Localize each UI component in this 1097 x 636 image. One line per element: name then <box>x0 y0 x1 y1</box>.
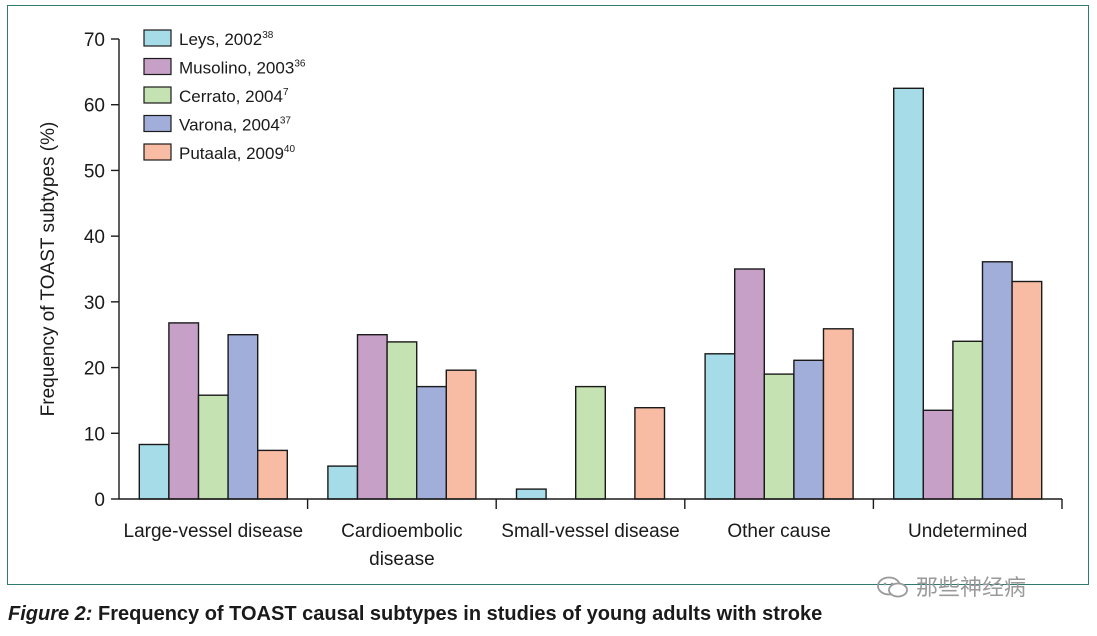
figure-caption: Figure 2: Frequency of TOAST causal subt… <box>8 603 822 626</box>
legend-swatch <box>143 114 172 133</box>
caption-text: Frequency of TOAST causal subtypes in st… <box>92 603 823 625</box>
legend-label: Leys, 200238 <box>179 30 274 49</box>
bar <box>763 373 795 500</box>
y-tick-label: 60 <box>84 96 105 117</box>
bar <box>893 87 925 500</box>
bar <box>704 353 736 500</box>
legend-swatch <box>143 143 172 161</box>
wechat-icon <box>877 576 908 598</box>
bar <box>138 443 170 500</box>
bar <box>575 385 607 500</box>
watermark: 那些神经病 <box>876 570 1026 602</box>
legend-reference: 40 <box>284 144 296 155</box>
y-tick-label: 30 <box>84 293 105 314</box>
legend-label: Putaala, 200940 <box>179 144 295 163</box>
bar-chart: 0 10 20 30 40 50 60 70 Large-vessel disease Cardi… <box>38 29 1063 570</box>
bar <box>356 334 388 500</box>
legend-swatch <box>143 29 172 47</box>
bar <box>227 334 259 500</box>
bar <box>952 340 984 500</box>
figure-frame <box>7 5 1089 585</box>
x-category-label: Undetermined <box>908 521 1027 542</box>
bar <box>634 407 666 500</box>
bar <box>445 369 477 500</box>
legend-label: Varona, 200437 <box>179 116 291 135</box>
legend-reference: 7 <box>283 87 289 98</box>
bar <box>981 261 1013 500</box>
watermark-text: 那些神经病 <box>916 575 1027 600</box>
bar <box>734 268 766 500</box>
legend-swatch <box>143 57 172 76</box>
y-tick-label: 10 <box>84 424 105 445</box>
x-category-label: Other cause <box>727 521 831 542</box>
x-category-label: disease <box>369 549 435 570</box>
legend-label: Cerrato, 20047 <box>179 87 289 106</box>
y-tick-label: 40 <box>84 227 105 248</box>
bar <box>822 328 854 500</box>
x-category-label: Large-vessel disease <box>124 521 304 542</box>
y-tick-label: 70 <box>84 30 105 51</box>
bar <box>793 359 825 500</box>
y-tick-label: 50 <box>84 161 105 182</box>
bar <box>168 322 200 500</box>
bar <box>197 394 229 500</box>
bar <box>327 465 359 500</box>
caption-figure-label: Figure 2: <box>8 603 93 625</box>
bar <box>416 385 448 500</box>
y-axis-title: Frequency of TOAST subtypes (%) <box>38 122 59 417</box>
legend-reference: 36 <box>294 59 306 70</box>
bar <box>1011 280 1043 500</box>
legend-reference: 37 <box>280 116 292 127</box>
bar <box>257 449 289 500</box>
legend-label: Musolino, 200336 <box>179 59 306 78</box>
x-category-label: Cardioembolic <box>341 521 462 542</box>
bar <box>515 488 547 500</box>
bar <box>922 409 954 500</box>
bar <box>386 341 418 500</box>
x-category-label: Small-vessel disease <box>501 521 679 542</box>
y-tick-label: 20 <box>84 359 105 380</box>
legend-reference: 38 <box>262 30 274 41</box>
y-tick-label: 0 <box>94 490 105 511</box>
legend-swatch <box>143 86 172 104</box>
